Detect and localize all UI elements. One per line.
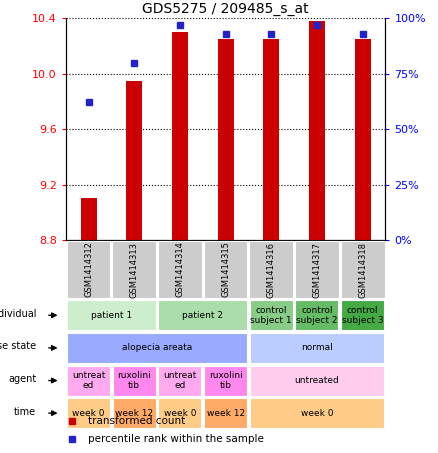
Text: control
subject 1: control subject 1	[251, 306, 292, 325]
Text: transformed count: transformed count	[88, 416, 185, 426]
Bar	[158, 241, 202, 298]
Bar	[263, 39, 279, 240]
Text: normal: normal	[301, 343, 333, 352]
Text: individual: individual	[0, 308, 36, 318]
Bar	[67, 366, 110, 395]
Bar	[159, 398, 201, 428]
Text: week 0: week 0	[72, 409, 105, 418]
Bar	[249, 241, 293, 298]
Text: agent: agent	[8, 374, 36, 384]
Bar	[296, 300, 339, 330]
Bar	[309, 21, 325, 240]
Bar	[67, 398, 110, 428]
Bar	[341, 300, 384, 330]
Bar	[250, 398, 384, 428]
Bar	[355, 39, 371, 240]
Text: alopecia areata: alopecia areata	[122, 343, 192, 352]
Text: GSM1414316: GSM1414316	[267, 241, 276, 298]
Text: GSM1414314: GSM1414314	[175, 241, 184, 298]
Text: percentile rank within the sample: percentile rank within the sample	[88, 434, 264, 444]
Bar	[81, 198, 96, 240]
Bar	[295, 241, 339, 298]
Bar	[204, 241, 247, 298]
Text: untreat
ed: untreat ed	[72, 371, 105, 390]
Bar	[250, 366, 384, 395]
Bar	[112, 241, 156, 298]
Bar	[218, 39, 233, 240]
Text: time: time	[14, 406, 36, 416]
Text: patient 2: patient 2	[182, 311, 223, 320]
Text: ruxolini
tib: ruxolini tib	[208, 371, 243, 390]
Bar	[250, 333, 384, 363]
Bar	[67, 333, 247, 363]
Text: week 12: week 12	[206, 409, 245, 418]
Bar	[67, 241, 110, 298]
Text: ruxolini
tib: ruxolini tib	[117, 371, 151, 390]
Bar	[113, 366, 155, 395]
Text: week 0: week 0	[164, 409, 196, 418]
Text: control
subject 3: control subject 3	[342, 306, 383, 325]
Text: GSM1414318: GSM1414318	[358, 241, 367, 298]
Bar	[67, 300, 155, 330]
Text: disease state: disease state	[0, 341, 36, 351]
Text: GSM1414315: GSM1414315	[221, 241, 230, 298]
Text: control
subject 2: control subject 2	[296, 306, 338, 325]
Bar	[172, 32, 188, 240]
Text: GSM1414312: GSM1414312	[84, 241, 93, 298]
Text: untreated: untreated	[294, 376, 339, 385]
Bar	[204, 398, 247, 428]
Text: GSM1414313: GSM1414313	[130, 241, 139, 298]
Bar	[113, 398, 155, 428]
Text: patient 1: patient 1	[91, 311, 132, 320]
Bar	[159, 366, 201, 395]
Text: GSM1414317: GSM1414317	[312, 241, 321, 298]
Bar	[341, 241, 385, 298]
Bar	[250, 300, 293, 330]
Bar	[204, 366, 247, 395]
Text: untreat
ed: untreat ed	[163, 371, 197, 390]
Title: GDS5275 / 209485_s_at: GDS5275 / 209485_s_at	[142, 2, 309, 16]
Bar	[159, 300, 247, 330]
Text: week 0: week 0	[300, 409, 333, 418]
Text: week 12: week 12	[115, 409, 153, 418]
Bar	[126, 81, 142, 240]
